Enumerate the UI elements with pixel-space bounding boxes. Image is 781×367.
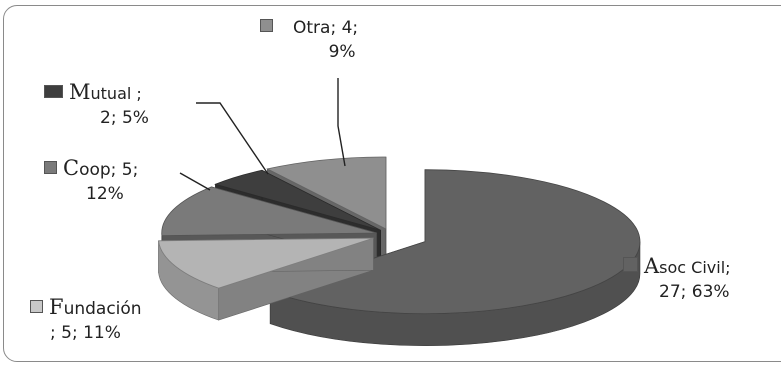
label-asoc-initial: A	[644, 254, 660, 278]
label-coop: Coop; 5; 12%	[44, 156, 138, 206]
label-fundacion-line2: ; 5; 11%	[50, 323, 121, 343]
slice-coop	[161, 186, 377, 236]
label-coop-line2: 12%	[86, 184, 124, 204]
label-otra-line2: 9%	[328, 42, 356, 62]
label-asoc-civil: Asoc Civil; 27; 63%	[623, 254, 731, 304]
label-otra: Otra; 4; 9%	[260, 16, 358, 64]
label-mutual-rest: utual ;	[90, 84, 142, 103]
label-otra-line1: Otra; 4;	[293, 18, 359, 38]
label-mutual-initial: M	[69, 80, 91, 104]
label-fundacion: Fundación ; 5; 11%	[30, 295, 142, 345]
slice-mutual	[214, 169, 381, 231]
label-mutual-line2: 2; 5%	[100, 108, 149, 128]
slice-asoc-civil	[268, 169, 641, 315]
leader-otra	[337, 78, 346, 167]
legend-key-fundacion	[30, 300, 43, 313]
label-fundacion-initial: F	[49, 295, 64, 319]
label-fundacion-rest: undación	[63, 299, 142, 319]
label-coop-rest: oop; 5;	[79, 160, 139, 180]
slice-fundaci-n	[158, 237, 374, 289]
leader-mutual	[196, 102, 269, 175]
legend-key-mutual	[44, 85, 63, 98]
legend-key-coop	[44, 161, 57, 174]
label-asoc-line2: 27; 63%	[659, 282, 730, 302]
legend-key-otra	[260, 19, 273, 32]
slice-otra	[266, 156, 387, 230]
label-mutual: Mutual ; 2; 5%	[44, 80, 149, 130]
label-asoc-rest: soc Civil;	[659, 258, 731, 277]
leader-coop	[179, 172, 211, 191]
label-coop-initial: C	[63, 156, 80, 180]
legend-key-asoc-civil	[623, 257, 638, 272]
